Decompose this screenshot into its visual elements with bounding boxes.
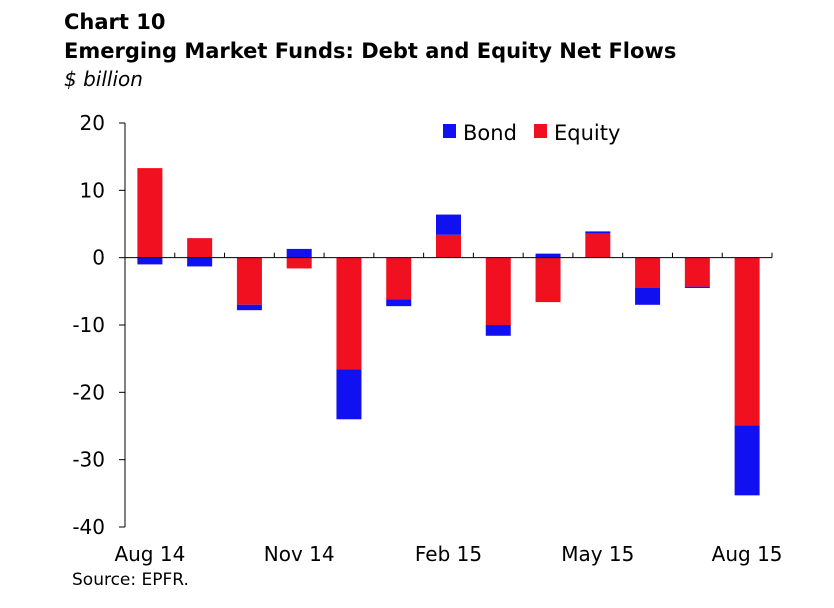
bar-equity-apr-15 — [535, 257, 561, 303]
y-tick-label: 10 — [80, 178, 105, 202]
x-tick-label: May 15 — [561, 542, 634, 566]
y-tick-label: -40 — [72, 515, 105, 539]
bar-bond-dec-14 — [336, 369, 362, 420]
bar-bond-aug-14 — [137, 257, 163, 265]
bar-bond-nov-14 — [286, 248, 312, 258]
bar-bond-aug-15 — [734, 425, 760, 496]
bar-equity-dec-14 — [336, 257, 362, 370]
bar-bond-apr-15 — [535, 253, 561, 258]
bar-equity-aug-15 — [734, 257, 760, 426]
bar-equity-may-15 — [585, 233, 611, 258]
source-note: Source: EPFR. — [72, 570, 189, 590]
bar-equity-mar-15 — [485, 257, 511, 325]
bar-bond-mar-15 — [485, 325, 511, 336]
legend-label-equity: Equity — [554, 121, 620, 145]
bar-bond-feb-15 — [436, 214, 461, 235]
bar-equity-feb-15 — [436, 234, 461, 258]
bar-equity-jan-15 — [386, 257, 412, 300]
bar-equity-jul-15 — [684, 257, 710, 287]
bar-bond-oct-14 — [236, 304, 262, 311]
y-tick-label: -30 — [72, 448, 105, 472]
x-tick-label: Aug 14 — [114, 542, 185, 566]
y-tick-label: 20 — [80, 111, 105, 135]
legend-swatch-bond — [443, 124, 456, 138]
legend-swatch-equity — [534, 124, 547, 138]
bar-equity-aug-14 — [137, 168, 163, 258]
chart-title: Emerging Market Funds: Debt and Equity N… — [64, 39, 677, 63]
bar-equity-nov-14 — [286, 257, 312, 269]
chart-header: Chart 10 Emerging Market Funds: Debt and… — [64, 8, 676, 92]
y-tick-label: -20 — [72, 380, 105, 404]
bar-bond-sep-14 — [187, 257, 213, 267]
bar-bond-jun-15 — [635, 287, 661, 305]
y-tick-label: -10 — [72, 313, 105, 337]
bar-equity-sep-14 — [187, 238, 213, 258]
legend-label-bond: Bond — [463, 121, 517, 145]
chart-unit: $ billion — [64, 67, 143, 91]
bar-equity-jun-15 — [635, 257, 661, 288]
bar-bond-jan-15 — [386, 299, 412, 307]
bar-equity-oct-14 — [236, 257, 262, 305]
x-tick-label: Feb 15 — [415, 542, 482, 566]
y-tick-label: 0 — [92, 246, 105, 270]
bar-bond-jul-15 — [684, 286, 710, 288]
x-tick-label: Nov 14 — [264, 542, 335, 566]
bar-bond-may-15 — [585, 231, 611, 234]
chart-number: Chart 10 — [64, 10, 166, 34]
x-tick-label: Aug 15 — [712, 542, 783, 566]
